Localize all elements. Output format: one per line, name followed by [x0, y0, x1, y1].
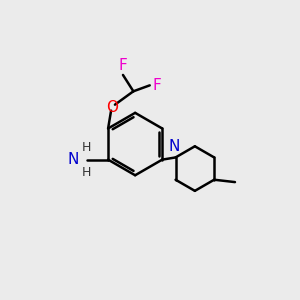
Text: H: H [82, 141, 91, 154]
Text: N: N [68, 152, 79, 167]
Text: F: F [153, 78, 161, 93]
Text: N: N [168, 140, 180, 154]
Text: O: O [106, 100, 119, 115]
Text: H: H [82, 166, 91, 179]
Text: F: F [118, 58, 127, 73]
